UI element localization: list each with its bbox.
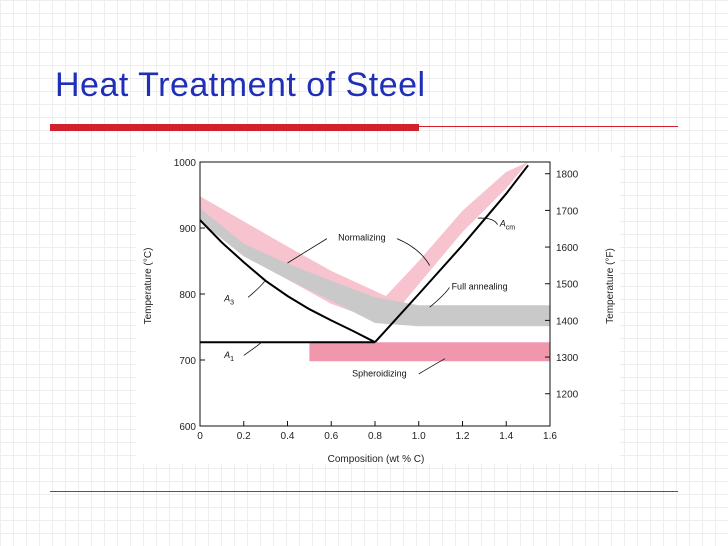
x-tick-label: 0.2 bbox=[237, 431, 251, 442]
annotation-a3-sub: 3 bbox=[230, 299, 234, 306]
y-tick-label: 900 bbox=[179, 224, 196, 235]
y2-tick-label: 1500 bbox=[556, 280, 579, 291]
y2-tick-label: 1600 bbox=[556, 243, 579, 254]
annotation-a3: A3 bbox=[223, 293, 234, 306]
y2-tick-label: 1300 bbox=[556, 353, 579, 364]
y2-tick-label: 1800 bbox=[556, 170, 579, 181]
line-a3 bbox=[199, 219, 376, 344]
title-underline-thin bbox=[419, 126, 678, 127]
annotation-normalizing: Normalizing bbox=[338, 233, 386, 243]
treatment-bands bbox=[200, 162, 550, 362]
band-normalizing bbox=[200, 162, 529, 324]
annotation-a1-sub: 1 bbox=[230, 356, 234, 363]
phase-diagram-chart: 0 0.2 0.4 0.6 0.8 1.0 1.2 1.4 1.6 600 700 800 900 100… bbox=[143, 158, 616, 465]
x-tick-label: 1.4 bbox=[499, 431, 513, 442]
y2-tick-label: 1400 bbox=[556, 316, 579, 327]
y-tick-label: 600 bbox=[179, 422, 196, 433]
pointer-a3 bbox=[247, 279, 266, 298]
line-acm bbox=[374, 164, 529, 343]
annotation-full-annealing: Full annealing bbox=[452, 281, 508, 291]
band-full-annealing bbox=[200, 208, 550, 327]
x-axis-label: Composition (wt % C) bbox=[328, 454, 425, 464]
chart-container: 0 0.2 0.4 0.6 0.8 1.0 1.2 1.4 1.6 600 700 800 900 100… bbox=[136, 152, 620, 465]
annotations: Normalizing Full annealing Spheroidizing A3… bbox=[223, 217, 516, 379]
x-tick-label: 0.6 bbox=[324, 431, 338, 442]
x-tick-label: 1.6 bbox=[543, 431, 557, 442]
annotation-spheroidizing: Spheroidizing bbox=[352, 369, 407, 379]
annotation-a1: A1 bbox=[223, 350, 234, 363]
pointer-acm bbox=[477, 217, 498, 225]
pointer-full-annealing bbox=[429, 287, 450, 308]
pointer-normalizing-left bbox=[287, 238, 328, 264]
pointer-a1 bbox=[243, 341, 262, 356]
y-axis-label: Temperature (°C) bbox=[143, 248, 154, 325]
y-tick-label: 800 bbox=[179, 290, 196, 301]
x-tick-label: 1.2 bbox=[456, 431, 470, 442]
pointer-normalizing-right bbox=[396, 238, 431, 266]
annotation-acm-sub: cm bbox=[506, 225, 516, 232]
title-underline-thick bbox=[50, 124, 419, 131]
slide-title: Heat Treatment of Steel bbox=[55, 66, 426, 104]
y2-tick-label: 1200 bbox=[556, 390, 579, 401]
x-tick-label: 0.4 bbox=[281, 431, 295, 442]
y2-tick-label: 1700 bbox=[556, 206, 579, 217]
annotation-acm: Acm bbox=[499, 219, 516, 232]
y-tick-label: 1000 bbox=[174, 158, 197, 169]
y-tick-label: 700 bbox=[179, 356, 196, 367]
footer-rule bbox=[50, 491, 678, 492]
x-tick-label: 1.0 bbox=[412, 431, 426, 442]
phase-lines bbox=[199, 164, 529, 344]
axis-ticks: 0 0.2 0.4 0.6 0.8 1.0 1.2 1.4 1.6 600 700 800 900 100… bbox=[174, 158, 579, 442]
pointer-spheroidizing bbox=[418, 358, 446, 375]
x-tick-label: 0 bbox=[197, 431, 203, 442]
band-spheroidizing bbox=[309, 342, 550, 362]
x-tick-label: 0.8 bbox=[368, 431, 382, 442]
y2-axis-label: Temperature (°F) bbox=[605, 248, 616, 324]
